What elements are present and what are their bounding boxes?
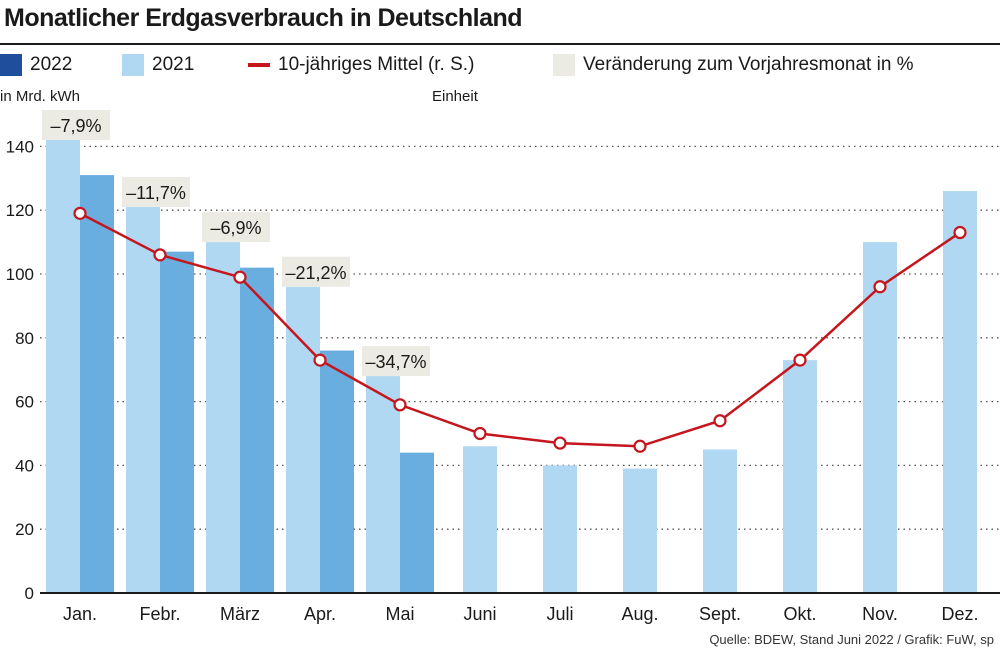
- bar-2021-11: [863, 242, 897, 593]
- average-point-5: [393, 398, 407, 412]
- y-tick-label-120: 120: [6, 201, 34, 220]
- y-tick-label-40: 40: [15, 456, 34, 475]
- bar-2021-4: [286, 286, 320, 593]
- bar-2022-3: [240, 267, 274, 593]
- average-point-2: [153, 248, 167, 262]
- source-note: Quelle: BDEW, Stand Juni 2022 / Grafik: …: [709, 632, 994, 647]
- bar-2021-8: [623, 468, 657, 593]
- x-tick-label-6: Juni: [463, 604, 496, 624]
- change-label-3: –6,9%: [210, 218, 261, 238]
- x-tick-label-9: Sept.: [699, 604, 741, 624]
- change-label-2: –11,7%: [126, 183, 186, 203]
- change-label-bg-3: [202, 212, 270, 243]
- y-axis-label-left: in Mrd. kWh: [0, 88, 81, 105]
- legend-label-change: Veränderung zum Vorjahresmonat in %: [583, 54, 914, 75]
- bar-2022-2: [160, 251, 194, 594]
- bar-2021-1: [46, 140, 80, 593]
- change-label-4: –21,2%: [285, 263, 346, 283]
- x-tick-label-1: Jan.: [63, 604, 97, 624]
- average-point-4: [313, 353, 327, 367]
- average-point-1: [73, 206, 87, 220]
- average-line: [79, 212, 961, 448]
- y-tick-label-60: 60: [15, 393, 34, 412]
- y-axis-label-right: Einheit: [432, 88, 478, 105]
- x-tick-label-3: März: [220, 604, 260, 624]
- x-tick-label-4: Apr.: [304, 604, 336, 624]
- legend-swatch-2021: [122, 54, 144, 76]
- average-point-6: [473, 426, 487, 441]
- x-tick-label-8: Aug.: [621, 604, 658, 624]
- y-tick-label-20: 20: [15, 520, 34, 539]
- bar-2021-6: [463, 446, 497, 593]
- legend-label-2022: 2022: [30, 54, 73, 75]
- average-point-12: [953, 225, 967, 240]
- legend-label-2021: 2021: [152, 54, 195, 75]
- legend-average: 10-jähriges Mittel (r. S.): [248, 53, 474, 77]
- x-tick-label-12: Dez.: [941, 604, 978, 624]
- y-tick-label-100: 100: [6, 265, 34, 284]
- average-point-9: [713, 414, 727, 428]
- legend-swatch-2022: [0, 54, 22, 76]
- bar-2021-3: [206, 242, 240, 593]
- legend-2021: 2021: [122, 53, 194, 77]
- bar-2021-12: [943, 191, 977, 593]
- legend-swatch-average: [248, 63, 270, 67]
- bar-2022-5: [400, 452, 434, 593]
- title-rule: [0, 43, 1000, 45]
- y-tick-label-0: 0: [25, 584, 34, 603]
- bar-2021-9: [703, 449, 737, 593]
- bar-2021-10: [783, 360, 817, 593]
- x-tick-label-7: Juli: [546, 604, 573, 624]
- average-point-3: [233, 270, 247, 284]
- change-label-bg-1: [42, 110, 110, 141]
- change-label-bg-2: [122, 177, 190, 208]
- legend-2022: 2022: [0, 53, 72, 77]
- bar-2021-5: [366, 376, 400, 593]
- x-tick-label-11: Nov.: [862, 604, 898, 624]
- bar-2022-4: [320, 350, 354, 593]
- legend-label-average: 10-jähriges Mittel (r. S.): [278, 54, 475, 75]
- bar-2021-2: [126, 207, 160, 593]
- y-tick-label-80: 80: [15, 329, 34, 348]
- change-label-5: –34,7%: [365, 352, 426, 372]
- change-label-bg-5: [362, 346, 430, 377]
- bar-2021-7: [543, 465, 577, 593]
- x-tick-label-10: Okt.: [783, 604, 816, 624]
- average-point-10: [793, 353, 807, 367]
- x-tick-label-5: Mai: [385, 604, 414, 624]
- chart-title: Monatlicher Erdgasverbrauch in Deutschla…: [4, 4, 523, 32]
- bar-2022-1: [80, 175, 114, 594]
- average-point-8: [633, 439, 647, 453]
- change-label-1: –7,9%: [50, 116, 101, 136]
- x-tick-label-2: Febr.: [139, 604, 180, 624]
- average-point-11: [873, 280, 887, 294]
- legend-swatch-change: [553, 54, 575, 76]
- y-tick-label-140: 140: [6, 137, 34, 156]
- legend-change: Veränderung zum Vorjahresmonat in %: [553, 53, 914, 77]
- change-label-bg-4: [282, 256, 350, 287]
- average-point-7: [553, 436, 567, 450]
